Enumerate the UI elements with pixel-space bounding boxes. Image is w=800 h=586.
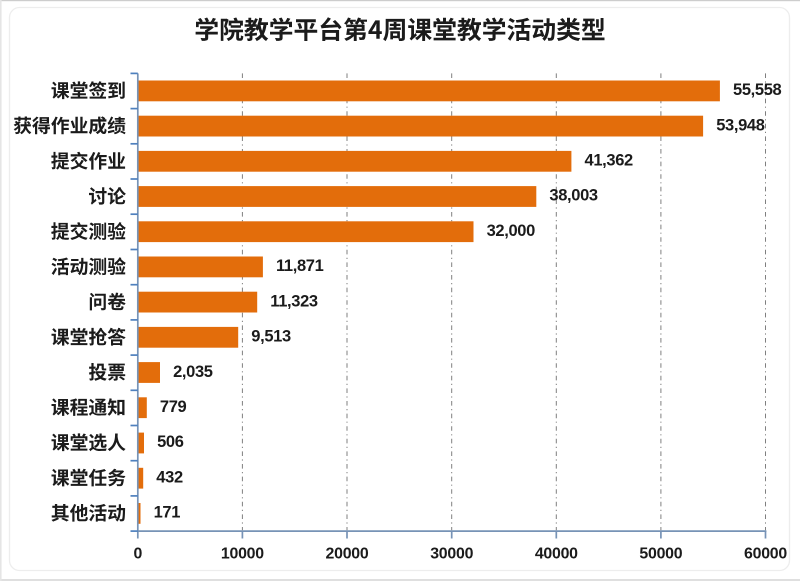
svg-text:41,362: 41,362 [585, 152, 634, 170]
svg-text:30000: 30000 [430, 545, 473, 562]
svg-text:40000: 40000 [535, 545, 578, 562]
svg-text:38,003: 38,003 [549, 187, 598, 205]
svg-text:9,513: 9,513 [251, 328, 291, 346]
svg-text:2,035: 2,035 [173, 363, 213, 381]
svg-text:11,323: 11,323 [270, 292, 318, 310]
svg-text:506: 506 [157, 433, 184, 451]
svg-text:50000: 50000 [639, 545, 682, 562]
svg-text:10000: 10000 [221, 545, 264, 562]
svg-text:32,000: 32,000 [487, 222, 536, 240]
svg-text:55,558: 55,558 [733, 81, 782, 99]
svg-text:60000: 60000 [744, 545, 787, 562]
svg-text:0: 0 [134, 545, 143, 562]
svg-text:171: 171 [154, 504, 181, 522]
svg-text:779: 779 [160, 398, 187, 416]
svg-text:11,871: 11,871 [276, 257, 324, 275]
svg-text:53,948: 53,948 [716, 116, 765, 134]
svg-text:432: 432 [156, 468, 183, 486]
svg-text:20000: 20000 [326, 545, 369, 562]
